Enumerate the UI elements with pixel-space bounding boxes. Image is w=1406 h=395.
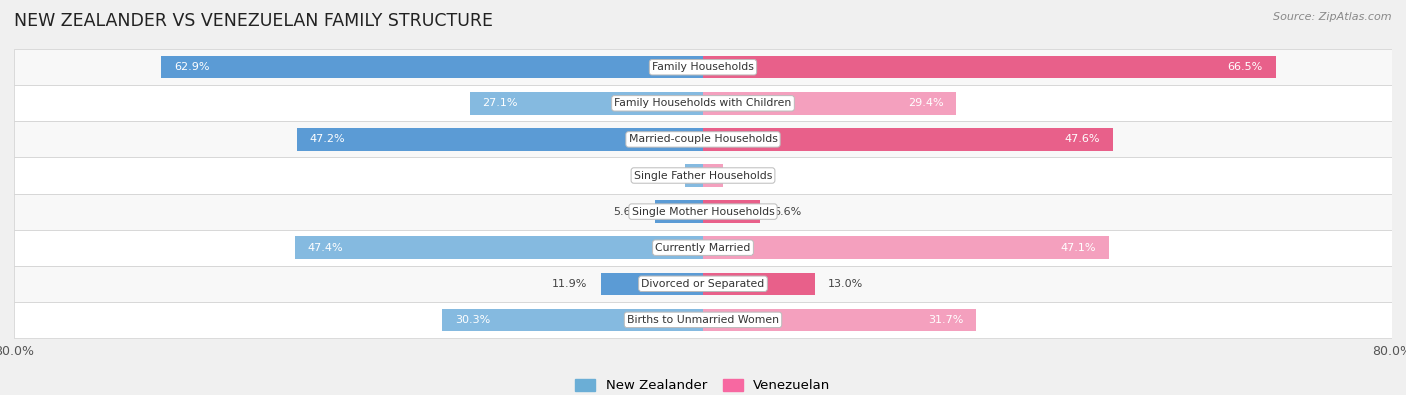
Legend: New Zealander, Venezuelan: New Zealander, Venezuelan	[571, 373, 835, 395]
Text: 47.1%: 47.1%	[1060, 243, 1095, 253]
Bar	[14, 302, 1392, 338]
Bar	[600, 273, 703, 295]
Text: Births to Unmarried Women: Births to Unmarried Women	[627, 315, 779, 325]
Bar	[14, 121, 1392, 158]
Text: 66.5%: 66.5%	[1227, 62, 1263, 72]
Text: 6.6%: 6.6%	[773, 207, 801, 216]
Bar	[703, 56, 1275, 79]
Text: Divorced or Separated: Divorced or Separated	[641, 279, 765, 289]
Bar	[297, 128, 703, 150]
Text: 13.0%: 13.0%	[828, 279, 863, 289]
Bar	[703, 200, 759, 223]
Bar	[703, 128, 1114, 150]
Text: 47.2%: 47.2%	[309, 134, 344, 145]
Text: Single Father Households: Single Father Households	[634, 171, 772, 181]
Text: 2.3%: 2.3%	[735, 171, 763, 181]
Bar	[685, 164, 703, 187]
Bar	[703, 308, 976, 331]
Bar	[14, 266, 1392, 302]
Text: Single Mother Households: Single Mother Households	[631, 207, 775, 216]
Text: Married-couple Households: Married-couple Households	[628, 134, 778, 145]
Bar	[14, 158, 1392, 194]
Bar	[441, 308, 703, 331]
Text: Family Households with Children: Family Households with Children	[614, 98, 792, 108]
Bar	[295, 237, 703, 259]
Bar	[703, 273, 815, 295]
Text: 29.4%: 29.4%	[908, 98, 943, 108]
Bar	[703, 92, 956, 115]
Bar	[655, 200, 703, 223]
Bar	[470, 92, 703, 115]
Text: 2.1%: 2.1%	[644, 171, 672, 181]
Text: Currently Married: Currently Married	[655, 243, 751, 253]
Bar	[14, 49, 1392, 85]
Text: 31.7%: 31.7%	[928, 315, 963, 325]
Text: NEW ZEALANDER VS VENEZUELAN FAMILY STRUCTURE: NEW ZEALANDER VS VENEZUELAN FAMILY STRUC…	[14, 12, 494, 30]
Text: 47.6%: 47.6%	[1064, 134, 1099, 145]
Bar	[14, 194, 1392, 229]
Bar	[703, 237, 1108, 259]
Text: 62.9%: 62.9%	[174, 62, 209, 72]
Text: 30.3%: 30.3%	[456, 315, 491, 325]
Text: Source: ZipAtlas.com: Source: ZipAtlas.com	[1274, 12, 1392, 22]
Bar	[703, 164, 723, 187]
Text: 11.9%: 11.9%	[553, 279, 588, 289]
Text: 27.1%: 27.1%	[482, 98, 517, 108]
Bar	[14, 85, 1392, 121]
Bar	[14, 229, 1392, 266]
Text: 47.4%: 47.4%	[308, 243, 343, 253]
Text: 5.6%: 5.6%	[613, 207, 643, 216]
Text: Family Households: Family Households	[652, 62, 754, 72]
Bar	[162, 56, 703, 79]
